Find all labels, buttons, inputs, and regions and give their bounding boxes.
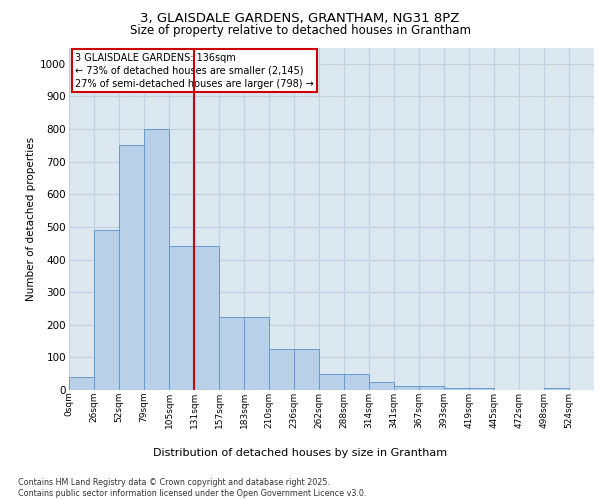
Bar	[369, 382, 394, 390]
Bar	[119, 146, 144, 390]
Bar	[319, 374, 344, 390]
Text: Size of property relative to detached houses in Grantham: Size of property relative to detached ho…	[130, 24, 470, 37]
Bar	[294, 349, 319, 390]
Bar	[344, 374, 369, 390]
Bar	[269, 349, 294, 390]
Bar	[544, 388, 569, 390]
Bar	[444, 388, 469, 390]
Bar	[244, 316, 269, 390]
Bar	[144, 129, 169, 390]
Bar	[69, 377, 94, 390]
Bar	[469, 388, 494, 390]
Bar	[194, 246, 219, 390]
Bar	[94, 230, 119, 390]
Bar	[394, 386, 419, 390]
Bar	[169, 246, 194, 390]
Y-axis label: Number of detached properties: Number of detached properties	[26, 136, 36, 301]
Text: 3, GLAISDALE GARDENS, GRANTHAM, NG31 8PZ: 3, GLAISDALE GARDENS, GRANTHAM, NG31 8PZ	[140, 12, 460, 25]
Bar	[219, 316, 244, 390]
Text: Contains HM Land Registry data © Crown copyright and database right 2025.
Contai: Contains HM Land Registry data © Crown c…	[18, 478, 367, 498]
Text: 3 GLAISDALE GARDENS: 136sqm
← 73% of detached houses are smaller (2,145)
27% of : 3 GLAISDALE GARDENS: 136sqm ← 73% of det…	[76, 52, 314, 89]
Bar	[419, 386, 444, 390]
Text: Distribution of detached houses by size in Grantham: Distribution of detached houses by size …	[153, 448, 447, 458]
